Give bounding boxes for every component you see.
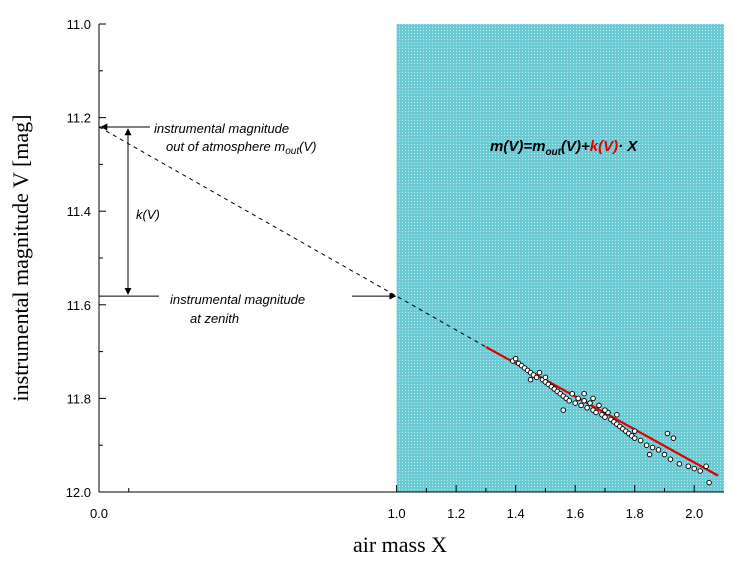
data-point bbox=[542, 374, 549, 381]
data-point bbox=[676, 461, 683, 467]
y-tick-label: 12.0 bbox=[66, 485, 91, 500]
y-tick-label: 11.4 bbox=[67, 204, 91, 219]
annotation-zenith-line1: instrumental magnitude bbox=[170, 292, 305, 307]
data-point bbox=[643, 442, 650, 448]
data-point bbox=[536, 369, 543, 376]
data-points bbox=[509, 355, 712, 486]
formula-suffix: · X bbox=[618, 138, 638, 155]
x-axis-title: air mass X bbox=[353, 532, 447, 557]
data-point bbox=[533, 374, 540, 381]
annotation-mout-main: out of atmosphere m bbox=[166, 139, 285, 154]
data-point bbox=[587, 400, 593, 406]
y-tick-label: 11.8 bbox=[67, 391, 91, 406]
data-point bbox=[566, 397, 572, 404]
data-point bbox=[664, 430, 671, 437]
data-point bbox=[602, 414, 608, 420]
y-tick-label: 11.0 bbox=[67, 17, 91, 32]
y-tick-label: 11.2 bbox=[67, 111, 91, 126]
data-point bbox=[661, 451, 668, 458]
annotation-zenith-line2: at zenith bbox=[190, 311, 239, 326]
x-tick-label: 0.0 bbox=[90, 506, 108, 521]
data-point bbox=[578, 402, 584, 409]
data-point bbox=[631, 435, 638, 441]
data-point bbox=[667, 456, 674, 462]
x-tick-label: 2.0 bbox=[685, 506, 703, 521]
data-point bbox=[593, 409, 599, 416]
data-point bbox=[569, 390, 575, 397]
annotation-mout-sub: out bbox=[285, 146, 300, 157]
data-point bbox=[581, 397, 587, 404]
data-point bbox=[655, 447, 662, 453]
annotation-mout-tail: (V) bbox=[299, 139, 316, 154]
extrapolation-dashed-line bbox=[98, 126, 487, 348]
y-tick-label: 11.6 bbox=[67, 298, 91, 313]
annotation-mout-line2: out of atmosphere mout(V) bbox=[166, 139, 316, 157]
data-point bbox=[697, 468, 703, 474]
axes: 11.0 11.2 11.4 11.6 11.8 12.0 0.0 1.0 1.2 1.4 1.6 1… bbox=[66, 17, 724, 521]
formula-prefix: m(V)=m bbox=[490, 138, 545, 155]
data-point bbox=[572, 400, 578, 406]
data-point bbox=[614, 412, 620, 418]
data-point bbox=[649, 444, 656, 451]
x-tick-label: 1.0 bbox=[388, 506, 406, 521]
data-point bbox=[631, 428, 638, 434]
data-point bbox=[691, 465, 697, 472]
formula-k: k(V) bbox=[590, 138, 618, 155]
formula-middle: (V)+ bbox=[561, 138, 590, 155]
data-point bbox=[590, 395, 596, 402]
data-point bbox=[575, 395, 581, 402]
formula-sub: out bbox=[545, 147, 561, 158]
x-tick-label: 1.6 bbox=[566, 506, 584, 521]
data-point bbox=[512, 355, 519, 362]
data-point bbox=[703, 463, 709, 470]
x-tick-label: 1.2 bbox=[447, 506, 465, 521]
data-point bbox=[596, 402, 602, 409]
x-tick-label: 1.4 bbox=[507, 506, 525, 521]
data-point bbox=[637, 437, 644, 444]
y-axis-title: instrumental magnitude V [mag] bbox=[8, 115, 33, 402]
data-point bbox=[527, 376, 534, 383]
shaded-region-texture bbox=[396, 24, 724, 492]
annotation-kv: k(V) bbox=[136, 207, 160, 222]
data-point bbox=[685, 463, 692, 470]
data-point bbox=[581, 390, 587, 397]
data-point bbox=[560, 407, 567, 413]
formula: m(V)=mout(V)+k(V)· X bbox=[490, 138, 638, 158]
annotation-mout-line1: instrumental magnitude bbox=[154, 121, 289, 136]
data-point bbox=[584, 405, 590, 411]
data-point bbox=[602, 407, 608, 413]
data-point bbox=[670, 435, 677, 441]
x-tick-label: 1.8 bbox=[626, 506, 644, 521]
data-point bbox=[646, 451, 653, 458]
data-point bbox=[706, 479, 712, 486]
